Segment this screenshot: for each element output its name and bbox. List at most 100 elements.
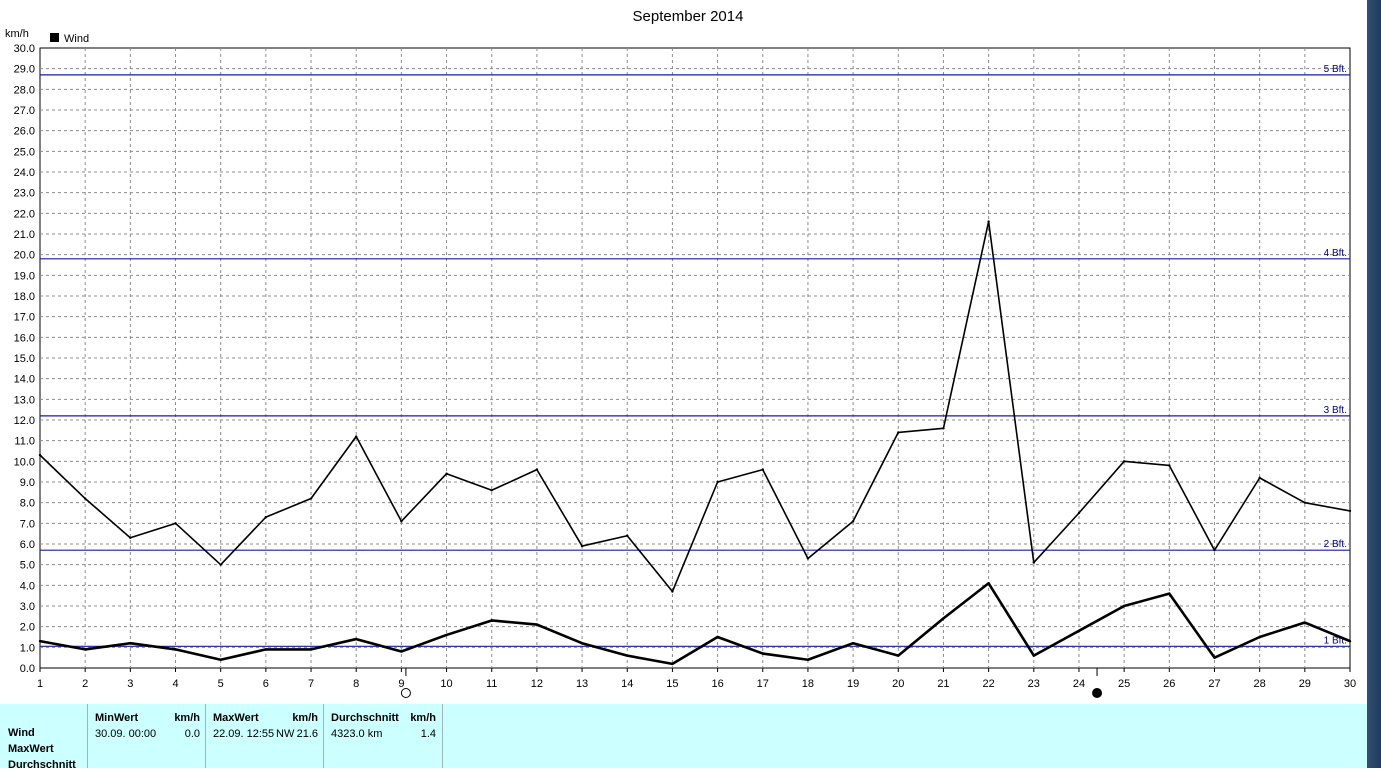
y-tick-label: 28.0: [14, 84, 35, 96]
beaufort-label: 2 Bft.: [1324, 539, 1347, 550]
x-tick-label: 24: [1073, 678, 1085, 690]
data-point: [580, 642, 584, 645]
min-header: MinWert: [95, 712, 139, 724]
y-tick-label: 21.0: [14, 229, 35, 241]
data-point: [1077, 511, 1081, 515]
data-point: [38, 639, 42, 643]
x-tick-label: 9: [398, 678, 404, 690]
y-tick-label: 27.0: [14, 105, 35, 117]
min-value: 0.0: [184, 728, 200, 740]
x-tick-label: 1: [37, 678, 43, 690]
data-point: [580, 544, 584, 548]
data-point: [851, 520, 855, 523]
y-tick-label: 25.0: [14, 146, 35, 158]
data-point: [671, 590, 674, 593]
data-point: [219, 563, 222, 566]
max-direction: NW: [276, 728, 295, 740]
avg-unit: km/h: [410, 712, 436, 724]
y-tick-label: 10.0: [14, 456, 35, 468]
series-line-maxwert: [39, 220, 1351, 593]
data-point: [129, 642, 132, 645]
x-tick-label: 27: [1208, 678, 1220, 690]
y-tick-label: 20.0: [14, 250, 35, 262]
x-tick-label: 23: [1028, 678, 1040, 690]
data-point: [626, 534, 629, 537]
x-tick-label: 16: [711, 678, 723, 690]
max-date: 22.09. 12:55: [213, 728, 275, 740]
x-tick-label: 29: [1299, 678, 1311, 690]
data-point: [1077, 629, 1081, 632]
y-tick-label: 24.0: [14, 167, 35, 179]
beaufort-label: 5 Bft.: [1324, 64, 1347, 75]
data-point: [535, 468, 539, 471]
x-tick-label: 21: [937, 678, 949, 690]
avg-column: Durchschnitt km/h 4323.0 km 1.4: [323, 704, 443, 768]
y-tick-label: 11.0: [14, 436, 35, 448]
data-point: [1303, 501, 1307, 504]
x-tick-label: 20: [892, 678, 904, 690]
data-point: [942, 427, 945, 430]
legend-label: Wind: [64, 33, 89, 45]
beaufort-label: 3 Bft.: [1324, 405, 1347, 416]
x-tick-label: 25: [1118, 678, 1130, 690]
avg-distance: 4323.0 km: [331, 728, 383, 740]
y-tick-label: 4.0: [20, 580, 35, 592]
y-tick-label: 12.0: [14, 415, 35, 427]
x-tick-label: 12: [531, 678, 543, 690]
data-point: [806, 557, 810, 560]
data-point: [355, 637, 358, 641]
y-tick-label: 8.0: [20, 498, 35, 510]
y-tick-label: 26.0: [14, 126, 35, 138]
data-point: [400, 650, 403, 653]
chart-title: September 2014: [633, 8, 744, 25]
data-point: [987, 582, 990, 585]
data-point: [897, 654, 900, 657]
data-point: [219, 658, 222, 661]
x-tick-label: 7: [308, 678, 314, 690]
data-point: [761, 652, 764, 655]
data-point: [1032, 561, 1035, 564]
y-tick-label: 5.0: [20, 560, 35, 572]
x-tick-label: 11: [486, 678, 497, 690]
y-tick-label: 13.0: [14, 394, 35, 406]
data-point: [851, 642, 855, 645]
x-tick-label: 14: [621, 678, 633, 690]
y-tick-label: 18.0: [14, 291, 35, 303]
y-tick-label: 9.0: [20, 477, 35, 489]
data-point: [400, 520, 403, 523]
y-tick-label: 7.0: [20, 518, 35, 530]
data-point: [671, 662, 674, 666]
new-moon-icon: [1092, 688, 1103, 698]
data-point: [1303, 621, 1307, 624]
min-date: 30.09. 00:00: [95, 728, 157, 740]
row-label-durchschnitt: Durchschnitt: [8, 759, 76, 771]
data-point: [535, 623, 539, 626]
wind-chart: September 2014 km/h Wind 1 Bft. 2 Bft. 3 B…: [5, 8, 1356, 698]
max-unit: km/h: [292, 712, 318, 724]
x-tick-label: 28: [1254, 678, 1266, 690]
data-point: [445, 633, 448, 637]
beaufort-label: 4 Bft.: [1324, 248, 1347, 259]
x-tick-label: 4: [172, 678, 178, 690]
row-label-wind: Wind: [8, 727, 35, 739]
max-header: MaxWert: [213, 712, 259, 724]
data-point: [174, 522, 177, 525]
beaufort-label: 1 Bft.: [1324, 635, 1347, 646]
x-tick-label: 10: [440, 678, 452, 690]
data-point: [1258, 635, 1261, 639]
data-point: [1168, 464, 1171, 467]
y-tick-label: 22.0: [14, 208, 35, 220]
x-tick-label: 6: [263, 678, 269, 690]
y-tick-label: 23.0: [14, 188, 35, 200]
max-value: 21.6: [296, 728, 318, 740]
data-point: [83, 648, 87, 651]
x-tick-label: 26: [1163, 678, 1175, 690]
y-tick-label: 30.0: [14, 43, 35, 55]
y-tick-label: 14.0: [14, 374, 35, 386]
stats-panel: Wind MaxWert Durchschnitt MinWert km/h 3…: [0, 704, 1367, 771]
data-point: [38, 453, 42, 457]
y-tick-label: 6.0: [20, 539, 35, 551]
data-point: [806, 658, 810, 661]
y-tick-label: 2.0: [20, 622, 35, 634]
series-line-durchschnitt: [39, 581, 1351, 666]
